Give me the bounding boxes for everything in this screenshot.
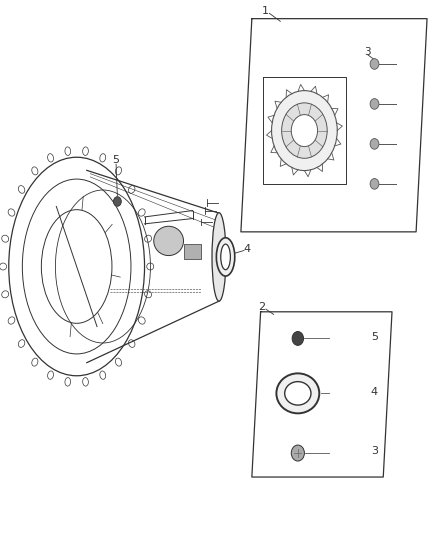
Ellipse shape (145, 291, 152, 298)
Ellipse shape (48, 371, 53, 379)
Circle shape (292, 332, 304, 345)
Ellipse shape (276, 373, 319, 414)
Ellipse shape (65, 377, 71, 386)
Text: 2: 2 (258, 302, 265, 312)
Circle shape (272, 91, 337, 171)
Ellipse shape (9, 157, 145, 376)
Circle shape (370, 139, 379, 149)
Circle shape (113, 197, 121, 206)
Ellipse shape (100, 371, 106, 379)
Ellipse shape (147, 263, 154, 270)
Ellipse shape (32, 358, 38, 366)
Circle shape (370, 99, 379, 109)
Text: 5: 5 (113, 155, 120, 165)
Circle shape (282, 103, 327, 158)
Text: 3: 3 (364, 47, 371, 57)
Ellipse shape (128, 340, 135, 348)
Ellipse shape (212, 213, 226, 301)
Text: 1: 1 (262, 6, 269, 16)
Ellipse shape (100, 154, 106, 162)
Text: 4: 4 (244, 245, 251, 254)
Text: 4: 4 (371, 387, 378, 397)
Ellipse shape (2, 235, 9, 242)
Ellipse shape (8, 209, 15, 216)
Circle shape (370, 179, 379, 189)
Ellipse shape (18, 340, 25, 348)
Bar (184, 244, 201, 259)
Ellipse shape (115, 358, 121, 366)
Ellipse shape (285, 382, 311, 405)
Ellipse shape (115, 167, 121, 175)
Circle shape (291, 115, 318, 147)
Ellipse shape (216, 238, 235, 276)
Ellipse shape (8, 317, 15, 324)
Circle shape (291, 445, 304, 461)
Ellipse shape (2, 291, 9, 298)
Ellipse shape (138, 317, 145, 324)
Ellipse shape (48, 154, 53, 162)
Ellipse shape (83, 377, 88, 386)
Ellipse shape (221, 244, 230, 270)
Text: 3: 3 (371, 447, 378, 456)
Ellipse shape (128, 185, 135, 193)
Ellipse shape (18, 185, 25, 193)
Ellipse shape (154, 226, 184, 256)
Ellipse shape (65, 147, 71, 156)
Ellipse shape (41, 209, 112, 324)
Ellipse shape (0, 263, 7, 270)
Text: 5: 5 (371, 332, 378, 342)
Ellipse shape (83, 147, 88, 156)
Circle shape (370, 59, 379, 69)
Ellipse shape (145, 235, 152, 242)
Ellipse shape (32, 167, 38, 175)
Ellipse shape (138, 209, 145, 216)
